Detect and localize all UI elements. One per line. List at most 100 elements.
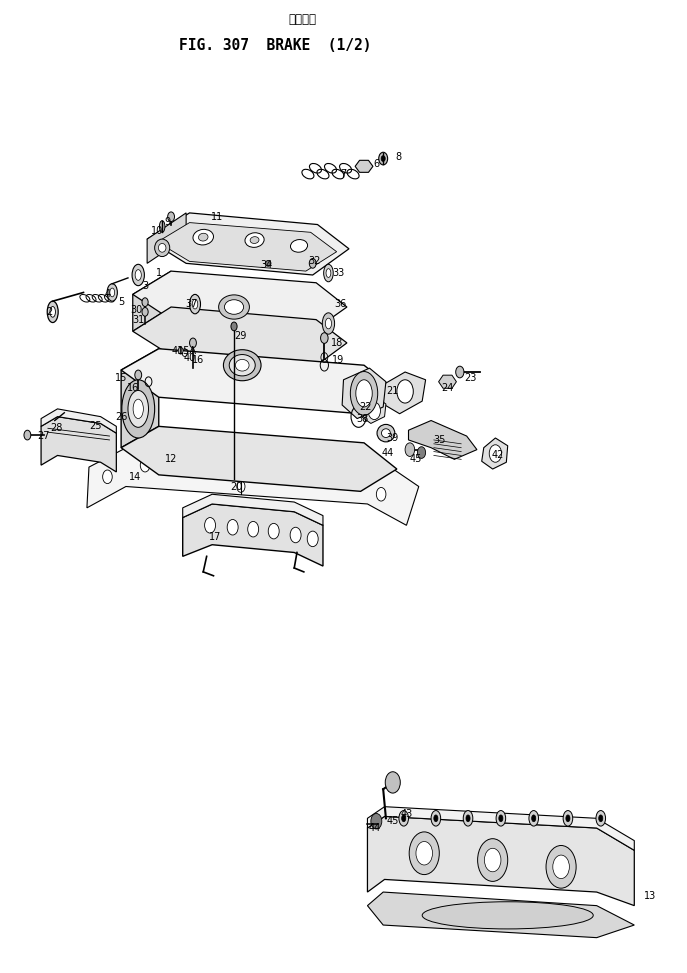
Circle shape xyxy=(371,813,382,829)
Ellipse shape xyxy=(190,295,201,314)
Polygon shape xyxy=(383,372,426,414)
Circle shape xyxy=(409,832,439,875)
Ellipse shape xyxy=(142,307,148,316)
Polygon shape xyxy=(368,892,634,938)
Polygon shape xyxy=(133,307,347,368)
Ellipse shape xyxy=(379,152,387,164)
Text: 34: 34 xyxy=(261,261,273,270)
Text: 6: 6 xyxy=(373,160,379,169)
Ellipse shape xyxy=(192,300,198,309)
Ellipse shape xyxy=(598,815,602,822)
Ellipse shape xyxy=(529,811,539,826)
Polygon shape xyxy=(342,368,386,418)
Text: 23: 23 xyxy=(464,373,476,382)
Text: 32: 32 xyxy=(308,257,321,267)
Text: 2: 2 xyxy=(46,306,52,317)
Circle shape xyxy=(489,445,502,462)
Ellipse shape xyxy=(399,811,409,826)
Text: 42: 42 xyxy=(491,450,504,460)
Polygon shape xyxy=(361,397,386,423)
Ellipse shape xyxy=(168,212,174,222)
Polygon shape xyxy=(368,807,634,850)
Polygon shape xyxy=(355,161,373,172)
Text: 16: 16 xyxy=(126,382,139,392)
Text: 37: 37 xyxy=(185,299,198,309)
Text: 19: 19 xyxy=(332,355,344,366)
Circle shape xyxy=(140,458,150,472)
Ellipse shape xyxy=(190,338,196,347)
Ellipse shape xyxy=(596,811,605,826)
Text: 27: 27 xyxy=(38,431,50,441)
Ellipse shape xyxy=(356,379,372,407)
Ellipse shape xyxy=(199,234,208,241)
Ellipse shape xyxy=(159,243,166,252)
Ellipse shape xyxy=(265,261,271,267)
Text: 9: 9 xyxy=(164,217,170,227)
Text: 36: 36 xyxy=(334,299,346,309)
Circle shape xyxy=(268,523,279,539)
Text: 18: 18 xyxy=(330,338,343,348)
Text: 41: 41 xyxy=(171,345,183,356)
Ellipse shape xyxy=(218,295,249,319)
Text: 44: 44 xyxy=(368,823,381,833)
Circle shape xyxy=(181,460,191,474)
Polygon shape xyxy=(438,376,456,388)
Text: 22: 22 xyxy=(359,402,372,412)
Ellipse shape xyxy=(193,230,214,245)
Circle shape xyxy=(346,475,355,488)
Polygon shape xyxy=(147,213,349,275)
Text: 8: 8 xyxy=(395,152,401,162)
Text: 30: 30 xyxy=(130,305,142,315)
Ellipse shape xyxy=(128,390,148,427)
Text: 1: 1 xyxy=(156,268,162,278)
Text: 26: 26 xyxy=(115,412,127,421)
Polygon shape xyxy=(87,446,419,525)
Text: 28: 28 xyxy=(50,423,63,433)
Text: 25: 25 xyxy=(89,421,102,431)
Ellipse shape xyxy=(499,815,503,822)
Text: 39: 39 xyxy=(387,433,399,443)
Circle shape xyxy=(376,487,386,501)
Ellipse shape xyxy=(423,902,594,929)
Text: 21: 21 xyxy=(387,386,399,396)
Text: 43: 43 xyxy=(401,810,413,819)
Ellipse shape xyxy=(350,372,378,415)
Ellipse shape xyxy=(159,221,165,233)
Ellipse shape xyxy=(377,424,395,442)
Ellipse shape xyxy=(236,359,249,371)
Text: 33: 33 xyxy=(332,268,344,278)
Ellipse shape xyxy=(231,322,237,331)
Text: 20: 20 xyxy=(230,482,243,491)
Text: 14: 14 xyxy=(128,472,141,482)
Polygon shape xyxy=(41,409,116,433)
Ellipse shape xyxy=(381,429,390,438)
Circle shape xyxy=(304,468,314,482)
Text: 16: 16 xyxy=(192,355,205,366)
Polygon shape xyxy=(121,348,159,448)
Text: 5: 5 xyxy=(118,297,124,307)
Text: 3: 3 xyxy=(142,280,148,291)
Text: 40: 40 xyxy=(183,353,196,364)
Ellipse shape xyxy=(223,349,261,380)
Ellipse shape xyxy=(155,239,170,257)
Ellipse shape xyxy=(321,333,328,343)
Ellipse shape xyxy=(326,318,332,329)
Ellipse shape xyxy=(135,370,142,379)
Text: 15A: 15A xyxy=(178,345,197,356)
Text: 17: 17 xyxy=(209,532,221,542)
Circle shape xyxy=(290,527,301,543)
Circle shape xyxy=(405,443,415,456)
Ellipse shape xyxy=(229,354,256,376)
Polygon shape xyxy=(409,420,477,459)
Ellipse shape xyxy=(324,265,333,282)
Ellipse shape xyxy=(142,298,148,306)
Ellipse shape xyxy=(291,239,308,252)
Ellipse shape xyxy=(322,313,335,334)
Ellipse shape xyxy=(402,815,406,822)
Ellipse shape xyxy=(532,815,536,822)
Ellipse shape xyxy=(381,156,385,162)
Text: 11: 11 xyxy=(211,212,223,222)
Ellipse shape xyxy=(133,399,144,418)
Ellipse shape xyxy=(455,366,464,378)
Polygon shape xyxy=(133,271,171,331)
